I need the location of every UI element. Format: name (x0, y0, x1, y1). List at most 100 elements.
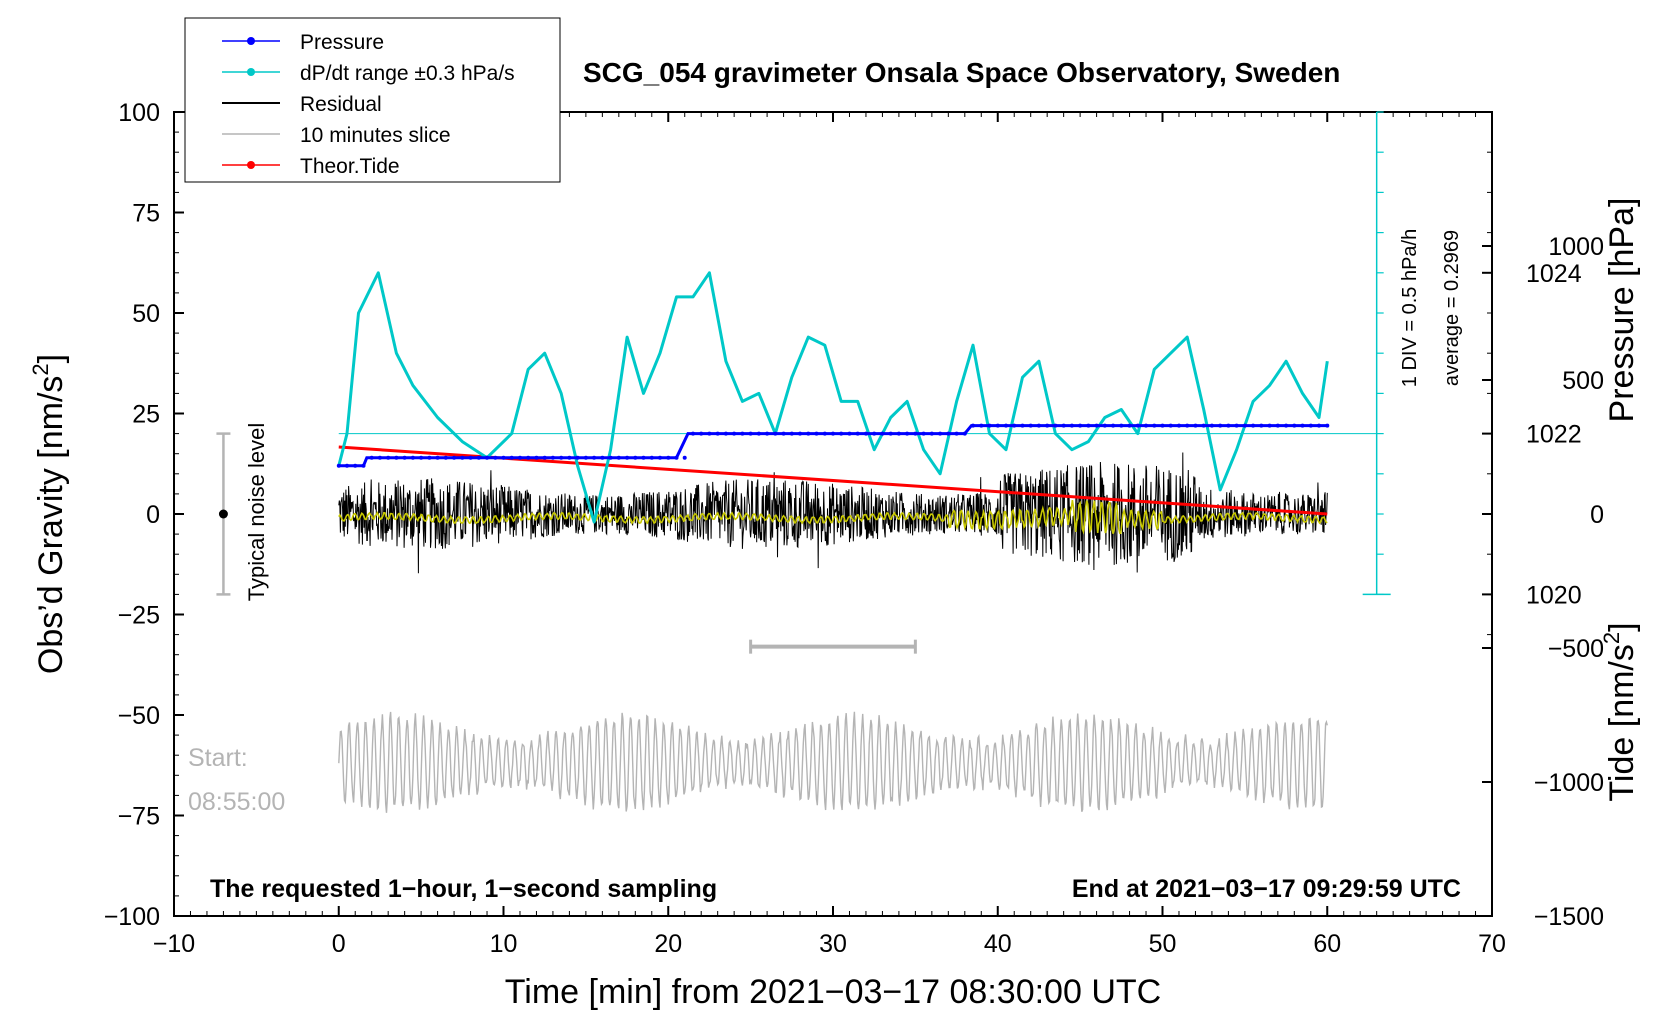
pressure-point (880, 431, 885, 436)
pressure-point (410, 455, 415, 460)
pressure-point (1325, 423, 1330, 428)
legend-marker (247, 161, 255, 169)
pressure-point (369, 455, 374, 460)
pressure-point (715, 431, 720, 436)
pressure-point (806, 431, 811, 436)
pressure-tick-label: 1024 (1526, 260, 1582, 288)
legend: Pressure dP/dt range ±0.3 hPa/s Residual 10… (184, 17, 561, 183)
tide-tick-label: −1000 (1534, 769, 1604, 797)
pressure-point (641, 455, 646, 460)
pressure-point (518, 455, 522, 460)
pressure-point (1135, 423, 1140, 428)
pressure-point (773, 431, 778, 436)
pressure-point (995, 423, 1000, 428)
legend-label: Residual (300, 93, 382, 116)
pressure-point (402, 455, 407, 460)
tide-tick-label: 500 (1562, 367, 1604, 395)
pressure-point (1168, 423, 1173, 428)
x-tick-label: 20 (654, 930, 682, 958)
pressure-point (831, 431, 835, 436)
pressure-point (649, 455, 654, 460)
pressure-point (888, 431, 893, 436)
right-note: End at 2021−03−17 09:29:59 UTC (1072, 875, 1461, 903)
tide-tick-label: −500 (1548, 635, 1604, 663)
pressure-point (682, 455, 687, 460)
pressure-point (822, 431, 827, 436)
pressure-point (781, 431, 786, 436)
pressure-point (847, 431, 852, 436)
pressure-point (377, 455, 382, 460)
pressure-point (1209, 423, 1214, 428)
pressure-point (1308, 423, 1313, 428)
pressure-point (559, 455, 564, 460)
pressure-point (509, 455, 514, 460)
pressure-point (1061, 423, 1066, 428)
pressure-point (1193, 423, 1198, 428)
pressure-axis-title: Pressure [hPa] (1603, 198, 1641, 423)
pressure-point (394, 455, 399, 460)
pressure-point (493, 455, 498, 460)
pressure-point (971, 423, 975, 428)
legend-label: dP/dt range ±0.3 hPa/s (300, 62, 515, 85)
y-tick-label: −100 (104, 903, 160, 931)
noise-bar-center (218, 509, 228, 519)
pressure-point (748, 431, 753, 436)
dpdt-line (337, 271, 1329, 524)
pressure-point (526, 455, 531, 460)
pressure-point (798, 431, 802, 436)
pressure-point (616, 455, 621, 460)
pressure-point (691, 431, 695, 436)
pressure-tick-label: 1022 (1526, 421, 1582, 449)
y-axis-pressure: 1020 1022 1024 (1482, 151, 1582, 636)
pressure-point (1078, 423, 1083, 428)
pressure-point (1251, 423, 1256, 428)
filtered-residual-line (338, 499, 1328, 535)
pressure-point (1012, 423, 1017, 428)
pressure-point (1234, 423, 1239, 428)
pressure-point (633, 455, 638, 460)
tide-tick-label: 1000 (1548, 233, 1604, 261)
pressure-point (732, 431, 737, 436)
tide-axis-title: Tide [nm/s2] (1599, 622, 1641, 801)
pressure-point (1119, 423, 1124, 428)
x-tick-label: 60 (1313, 930, 1341, 958)
pressure-point (476, 455, 481, 460)
pressure-point (1317, 423, 1321, 428)
pressure-point (625, 455, 630, 460)
y-tick-label: −75 (118, 803, 160, 831)
pressure-dots (336, 423, 1330, 468)
pressure-point (1201, 423, 1206, 428)
x-tick-label: 10 (490, 930, 518, 958)
pressure-point (542, 455, 547, 460)
pressure-point (592, 455, 597, 460)
pressure-point (1020, 423, 1025, 428)
pressure-point (1094, 423, 1099, 428)
pressure-point (913, 431, 918, 436)
scale-div-label: 1 DIV = 0.5 hPa/h (1399, 229, 1421, 387)
left-note: The requested 1−hour, 1−second sampling (210, 875, 717, 903)
tide-tick-label: 0 (1590, 501, 1604, 529)
pressure-point (756, 431, 761, 436)
pressure-point (740, 431, 745, 436)
legend-box (184, 17, 561, 183)
pressure-point (386, 455, 391, 460)
y-tick-label: 75 (132, 200, 160, 228)
pressure-point (1111, 423, 1116, 428)
pressure-point (1259, 423, 1264, 428)
pressure-point (723, 431, 728, 436)
scale-average-label: average = 0.2969 (1441, 230, 1463, 386)
noise-level-label: Typical noise level (244, 423, 269, 602)
pressure-point (345, 463, 349, 468)
y-axis-title: Obs’d Gravity [nm/s2] (28, 354, 70, 674)
x-tick-label: 40 (984, 930, 1012, 958)
pressure-point (1127, 423, 1132, 428)
pressure-point (600, 455, 605, 460)
pressure-point (534, 455, 539, 460)
pressure-point (987, 423, 992, 428)
pressure-point (1218, 423, 1223, 428)
x-axis: −10 0 10 20 30 40 50 60 70 (153, 112, 1506, 958)
pressure-point (789, 431, 794, 436)
pressure-point (567, 455, 572, 460)
start-time-label: 08:55:00 (188, 788, 285, 816)
